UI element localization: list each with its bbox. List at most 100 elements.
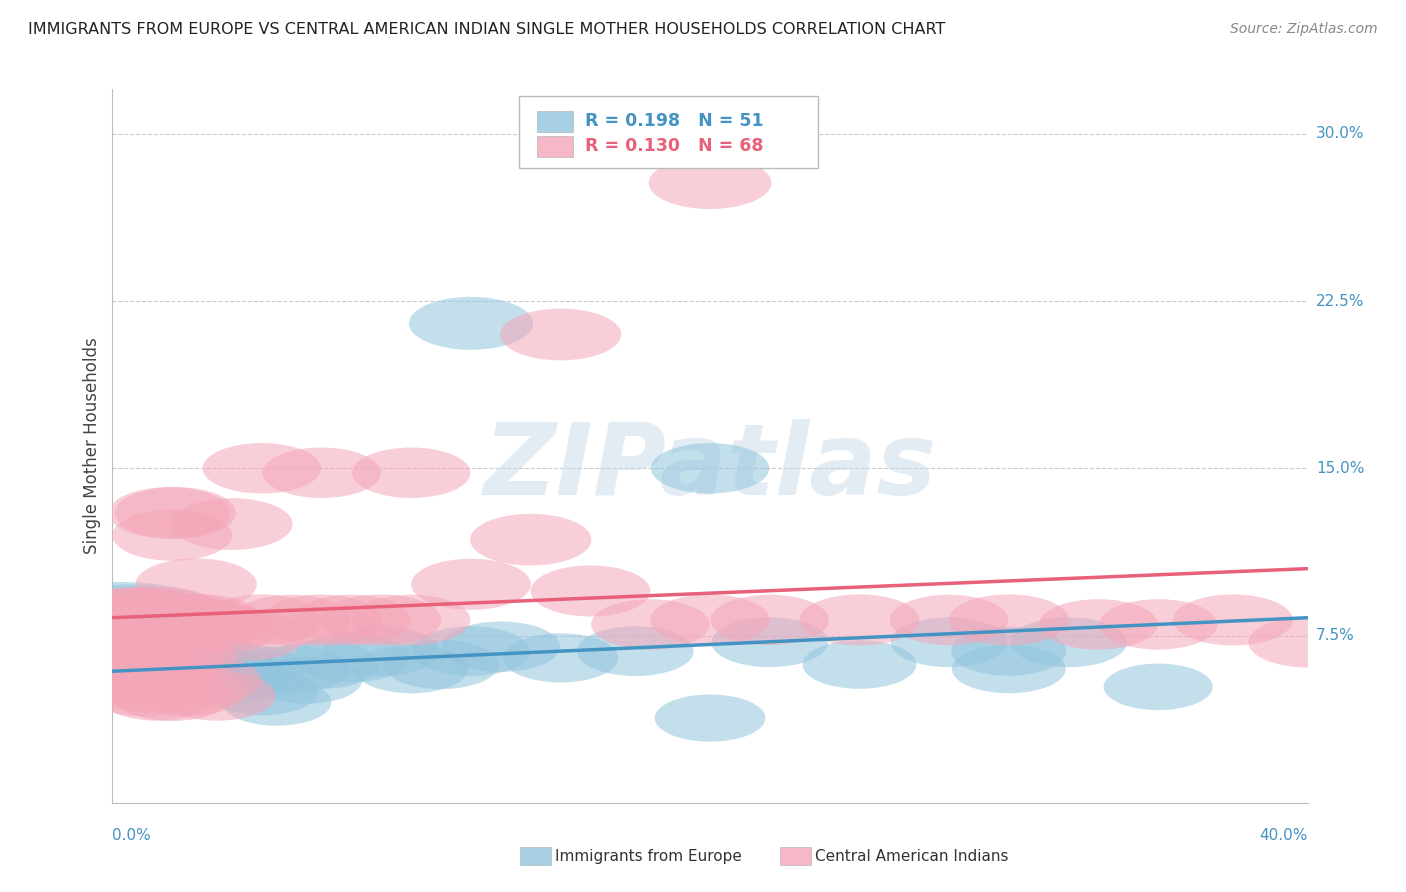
Ellipse shape [79,599,201,650]
Ellipse shape [354,645,468,693]
Ellipse shape [100,643,221,695]
Text: 22.5%: 22.5% [1316,293,1364,309]
Ellipse shape [63,603,186,655]
Ellipse shape [232,595,352,645]
Ellipse shape [952,645,1066,693]
Ellipse shape [411,558,531,610]
Text: 30.0%: 30.0% [1316,127,1364,141]
Ellipse shape [143,640,262,690]
Ellipse shape [412,626,530,676]
Ellipse shape [441,622,560,672]
Ellipse shape [576,626,693,676]
Ellipse shape [503,633,619,682]
Ellipse shape [107,632,225,683]
Ellipse shape [77,626,195,676]
Ellipse shape [77,648,195,698]
Ellipse shape [322,594,441,646]
Ellipse shape [82,594,202,646]
Ellipse shape [62,597,211,661]
Ellipse shape [157,603,277,655]
Ellipse shape [125,640,243,690]
Ellipse shape [292,595,411,645]
Ellipse shape [76,588,197,639]
Text: R = 0.130   N = 68: R = 0.130 N = 68 [585,137,763,155]
Ellipse shape [150,648,266,698]
Ellipse shape [63,628,204,688]
Ellipse shape [591,599,710,649]
Ellipse shape [890,617,1008,667]
Ellipse shape [49,618,205,684]
Ellipse shape [262,594,381,646]
Ellipse shape [97,594,218,646]
Ellipse shape [470,514,592,566]
Text: IMMIGRANTS FROM EUROPE VS CENTRAL AMERICAN INDIAN SINGLE MOTHER HOUSEHOLDS CORRE: IMMIGRANTS FROM EUROPE VS CENTRAL AMERIC… [28,22,945,37]
Ellipse shape [710,595,830,645]
Ellipse shape [323,626,440,676]
Ellipse shape [112,509,232,561]
Ellipse shape [112,671,232,721]
Ellipse shape [121,648,236,698]
Ellipse shape [93,638,217,691]
Ellipse shape [1099,599,1218,649]
Ellipse shape [131,594,250,646]
Ellipse shape [125,604,243,654]
Ellipse shape [70,588,191,639]
Ellipse shape [1039,599,1157,649]
Ellipse shape [94,603,214,655]
Ellipse shape [108,487,229,539]
Bar [537,111,572,132]
Ellipse shape [222,679,332,726]
Ellipse shape [159,671,276,721]
Ellipse shape [104,648,222,698]
Ellipse shape [1173,594,1292,646]
Ellipse shape [84,587,207,640]
Ellipse shape [176,657,288,704]
Ellipse shape [188,610,307,661]
Ellipse shape [800,594,920,646]
Ellipse shape [530,566,651,616]
Ellipse shape [202,594,322,646]
Ellipse shape [205,667,318,715]
Ellipse shape [172,499,292,549]
Bar [537,136,572,157]
Ellipse shape [91,594,212,646]
Text: Immigrants from Europe: Immigrants from Europe [555,849,742,863]
Ellipse shape [1249,617,1367,667]
Ellipse shape [890,595,1008,645]
Ellipse shape [115,487,236,539]
Ellipse shape [103,588,224,639]
Ellipse shape [157,640,276,690]
Ellipse shape [120,632,238,683]
Ellipse shape [169,648,284,698]
Ellipse shape [101,644,219,694]
Ellipse shape [86,642,211,696]
Ellipse shape [72,656,188,705]
Ellipse shape [58,611,202,673]
Ellipse shape [94,631,221,685]
Ellipse shape [655,695,765,741]
Ellipse shape [143,655,262,706]
Ellipse shape [66,599,188,650]
Ellipse shape [149,599,267,649]
Ellipse shape [84,666,201,716]
Ellipse shape [352,448,471,498]
Ellipse shape [100,599,221,650]
Ellipse shape [0,582,247,690]
Ellipse shape [129,666,246,716]
Ellipse shape [89,662,208,712]
Ellipse shape [107,594,226,646]
Ellipse shape [264,640,378,689]
Ellipse shape [352,595,471,645]
Text: Source: ZipAtlas.com: Source: ZipAtlas.com [1230,22,1378,37]
Ellipse shape [89,610,208,661]
Ellipse shape [138,644,254,694]
Ellipse shape [1104,664,1213,710]
Ellipse shape [98,671,215,721]
Ellipse shape [711,617,828,667]
Ellipse shape [69,617,209,676]
Ellipse shape [263,448,381,498]
Ellipse shape [135,558,257,610]
Ellipse shape [75,623,209,680]
Ellipse shape [384,640,499,690]
Text: ZIPatlas: ZIPatlas [484,419,936,516]
